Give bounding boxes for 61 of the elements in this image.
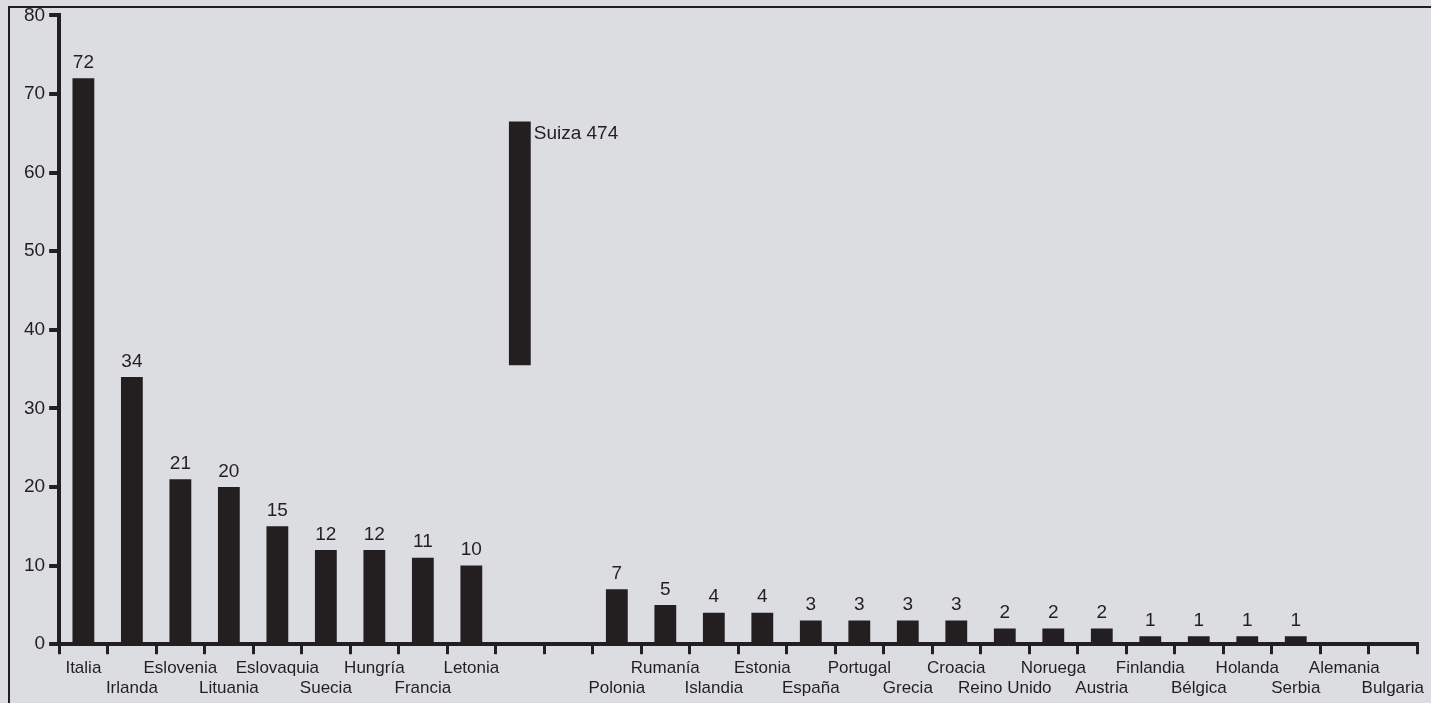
data-label: 1 (1241, 609, 1253, 631)
data-label: 12 (315, 522, 337, 544)
data-label: 3 (951, 593, 962, 615)
data-label: 10 (460, 538, 482, 560)
y-tick-label: 40 (23, 318, 46, 340)
data-label: 3 (805, 593, 817, 615)
y-tick-label: 60 (23, 160, 46, 182)
x-tick-label: Reino Unido (958, 678, 1052, 698)
data-label: 4 (708, 585, 720, 607)
y-tick-label: 20 (23, 475, 46, 497)
x-tick-label: Letonia (443, 658, 500, 678)
x-tick-label: Italia (65, 658, 102, 678)
x-tick-label: Finlandia (1115, 658, 1186, 678)
x-tick-label: Croacia (927, 658, 987, 678)
data-label: 34 (121, 349, 143, 371)
data-label: 72 (72, 51, 94, 73)
y-tick-label: 70 (23, 82, 46, 104)
x-tick-label: Serbia (1271, 678, 1321, 698)
y-tick-label: 0 (34, 632, 46, 654)
data-label: 5 (660, 577, 671, 599)
x-tick-label: Portugal (827, 658, 891, 678)
y-tick-label: 30 (23, 396, 46, 418)
data-label: 12 (363, 522, 385, 544)
x-tick-label: Austria (1075, 678, 1129, 698)
data-label: 2 (999, 601, 1011, 623)
x-tick-label: Irlanda (105, 678, 159, 698)
x-tick-label: Noruega (1020, 658, 1087, 678)
data-label: 2 (1096, 601, 1108, 623)
x-tick-label: Rumanía (630, 658, 701, 678)
data-label: 4 (757, 585, 769, 607)
x-tick-label: Bélgica (1170, 678, 1228, 698)
bar (508, 121, 531, 366)
annotation: Suiza 474 (533, 121, 619, 143)
y-tick-label: 80 (23, 3, 46, 25)
x-tick-label: Islandia (684, 678, 744, 698)
x-tick-label: Eslovaquia (235, 658, 320, 678)
y-tick-label: 10 (23, 553, 46, 575)
x-tick-label: Estonia (733, 658, 792, 678)
x-tick-label: Hungría (344, 658, 406, 678)
x-tick-label: Suecia (299, 678, 353, 698)
data-label: 7 (611, 561, 623, 583)
data-label: 3 (902, 593, 914, 615)
x-tick-label: Holanda (1215, 658, 1280, 678)
data-label: 11 (412, 530, 433, 552)
data-label: 3 (854, 593, 865, 615)
data-label: 1 (1290, 609, 1302, 631)
x-tick-label: Francia (394, 678, 452, 698)
x-tick-label: Lituania (199, 678, 260, 698)
x-tick-label: Eslovenia (143, 658, 218, 678)
data-label: 21 (169, 451, 191, 473)
data-label: 15 (266, 499, 288, 521)
data-label: 20 (218, 459, 240, 481)
data-label: 1 (1144, 609, 1156, 631)
y-tick-label: 50 (23, 239, 46, 261)
x-tick-label: España (781, 678, 841, 698)
x-tick-label: Polonia (588, 678, 646, 698)
x-tick-label: Alemania (1308, 658, 1381, 678)
x-tick-label: Grecia (882, 678, 934, 698)
data-label: 2 (1048, 601, 1059, 623)
x-tick-label: Bulgaria (1361, 678, 1425, 698)
data-label: 1 (1193, 609, 1205, 631)
